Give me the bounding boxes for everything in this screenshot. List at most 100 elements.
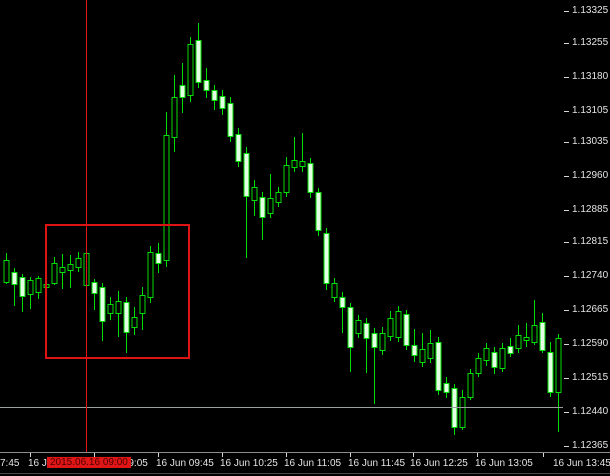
candle-body-08:15 [11,272,18,285]
candle-body-12:30 [419,349,426,363]
candle-body-10:45 [251,187,258,201]
price-tick [564,310,569,311]
time-tick [222,453,223,457]
candle-body-12:15 [395,311,402,338]
candle-body-13:25 [507,346,514,354]
time-tick [158,453,159,457]
candle-body-12:20 [403,314,410,346]
candle-wick [270,174,271,218]
candle-body-09:35 [139,295,146,314]
price-axis-label: 1.13105 [572,105,609,116]
candle-body-10:15 [203,80,210,91]
candle-body-10:10 [195,40,202,83]
candle-body-09:15 [107,304,114,314]
rectangle-annotation[interactable] [45,224,190,359]
candle-wick [526,323,527,347]
candle-wick [342,292,343,333]
time-tick [477,453,478,457]
candle-body-11:45 [347,307,354,348]
window-bottom-edge [0,473,610,474]
candle-body-13:15 [491,352,498,368]
price-axis-label: 1.12365 [572,440,609,451]
candlestick-chart[interactable] [0,0,564,452]
price-tick [564,210,569,211]
candle-body-12:55 [459,397,466,428]
chart-plot-area[interactable] [0,0,564,452]
candle-body-11:35 [331,283,338,298]
candle-body-08:20 [19,277,26,297]
time-axis-label: 16 Jun 09:45 [156,458,214,469]
candle-body-08:45 [59,267,66,273]
time-tick [413,453,414,457]
candle-body-13:40 [531,325,538,343]
candle-body-08:40 [51,263,58,284]
candle-wick [294,137,295,172]
candle-body-10:30 [227,103,234,137]
price-axis-label: 1.12740 [572,270,609,281]
candle-body-12:05 [379,333,386,351]
candle-wick [246,147,247,258]
price-axis-label: 1.13255 [572,37,609,48]
candle-body-13:20 [499,348,506,369]
price-axis-label: 1.13325 [572,5,609,16]
candle-wick [14,268,15,306]
price-tick [564,378,569,379]
vertical-time-line[interactable] [86,0,87,452]
price-axis-label: 1.12590 [572,338,609,349]
time-tick [350,453,351,457]
candle-body-09:45 [155,253,162,264]
price-tick [564,11,569,12]
candle-body-10:20 [211,90,218,101]
price-tick [564,43,569,44]
price-axis-label: 1.13035 [572,136,609,147]
price-axis[interactable]: 1.12452 [564,0,610,452]
candle-body-12:40 [435,342,442,391]
candle-body-09:40 [147,252,154,298]
time-axis-label: 16 Jun 11:45 [348,458,406,469]
candle-wick [534,300,535,345]
candle-body-13:45 [539,322,546,351]
price-tick [564,344,569,345]
price-tick [564,412,569,413]
candle-body-08:10 [3,260,10,283]
candle-body-13:10 [483,348,490,361]
candle-body-12:10 [387,318,394,337]
candle-body-13:05 [475,358,482,374]
candle-body-10:25 [219,96,226,109]
candle-body-08:50 [67,264,74,271]
time-tick [543,453,544,457]
candle-wick [366,318,367,373]
candle-wick [94,279,95,310]
candle-body-11:30 [323,233,330,284]
price-axis-label: 1.12665 [572,304,609,315]
price-axis-label: 1.12960 [572,170,609,181]
price-tick [564,446,569,447]
candle-body-11:25 [315,192,322,231]
time-axis-label: 16 Jun 12:25 [410,458,468,469]
price-axis-label: 1.12815 [572,236,609,247]
candle-body-13:00 [467,373,474,398]
candle-body-13:30 [515,335,522,349]
candle-body-10:55 [267,198,274,214]
candle-body-09:10 [99,287,106,322]
price-tick [564,176,569,177]
time-axis-label: 16 Jun 13:45 [553,458,610,469]
candle-body-08:30 [35,278,42,293]
price-tick [564,111,569,112]
candle-body-09:50 [163,135,170,261]
candle-body-13:35 [523,337,530,341]
candle-wick [70,255,71,288]
candle-body-12:25 [411,345,418,356]
candle-body-11:15 [299,161,306,167]
time-axis-label: 16 Jun 11:05 [284,458,342,469]
time-axis-separator [0,452,610,453]
candle-body-09:20 [115,301,122,314]
candle-body-12:50 [451,388,458,428]
candle-body-11:50 [355,320,362,334]
price-axis-label: 1.12885 [572,204,609,215]
candle-body-13:50 [547,352,554,393]
bid-price-line [0,407,563,408]
price-axis-label: 1.12440 [572,406,609,417]
